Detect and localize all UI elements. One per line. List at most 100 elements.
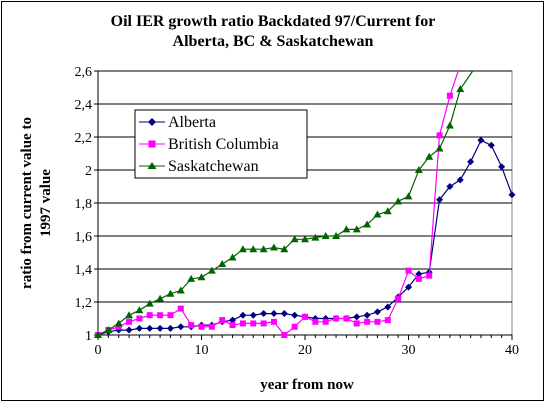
point-saskatchewan-35 <box>456 85 465 93</box>
point-british-columbia-10 <box>198 323 205 330</box>
point-british-columbia-13 <box>229 322 236 329</box>
y-tick-label-4: 1,8 <box>75 197 93 212</box>
y-axis-label-line1: ratio from current value to <box>19 117 35 289</box>
point-saskatchewan-23 <box>332 232 341 239</box>
point-british-columbia-30 <box>405 267 412 274</box>
point-saskatchewan-17 <box>269 243 278 251</box>
point-british-columbia-12 <box>219 317 226 324</box>
point-saskatchewan-13 <box>228 253 237 261</box>
series-saskatchewan <box>94 70 474 338</box>
point-alberta-15 <box>249 311 257 319</box>
point-saskatchewan-6 <box>156 294 165 302</box>
point-alberta-36 <box>467 158 475 166</box>
point-alberta-4 <box>135 324 143 332</box>
point-alberta-33 <box>436 196 444 204</box>
y-tick-label-3: 1,6 <box>75 230 93 245</box>
series-british-columbia <box>95 70 459 338</box>
legend-marker-saskatchewan <box>147 162 157 169</box>
point-saskatchewan-12 <box>218 260 227 268</box>
point-alberta-31 <box>415 270 423 278</box>
point-british-columbia-20 <box>302 313 308 320</box>
point-british-columbia-21 <box>312 318 319 325</box>
point-british-columbia-9 <box>188 322 195 329</box>
point-saskatchewan-7 <box>166 289 175 297</box>
point-alberta-5 <box>146 324 154 332</box>
point-british-columbia-6 <box>157 312 164 319</box>
legend-marker-alberta <box>148 118 156 126</box>
point-british-columbia-33 <box>436 132 443 139</box>
point-saskatchewan-10 <box>197 273 206 281</box>
point-saskatchewan-30 <box>404 192 413 200</box>
point-british-columbia-3 <box>126 318 133 325</box>
point-alberta-35 <box>456 176 464 184</box>
y-tick-label-0: 1 <box>85 329 92 344</box>
point-saskatchewan-20 <box>301 235 309 243</box>
point-alberta-37 <box>477 136 485 144</box>
point-alberta-18 <box>280 310 288 318</box>
legend-label-british-columbia: British Columbia <box>168 136 279 153</box>
point-british-columbia-27 <box>374 318 381 325</box>
point-british-columbia-23 <box>333 315 340 322</box>
point-alberta-28 <box>384 303 392 311</box>
y-tick-label-1: 1,2 <box>75 296 93 311</box>
point-british-columbia-18 <box>281 332 288 338</box>
legend-label-alberta: Alberta <box>168 114 216 131</box>
point-british-columbia-4 <box>136 315 143 322</box>
point-british-columbia-14 <box>239 320 246 327</box>
legend-label-saskatchewan: Saskatchewan <box>168 158 259 175</box>
point-british-columbia-26 <box>364 318 371 325</box>
point-alberta-13 <box>229 316 237 324</box>
point-saskatchewan-8 <box>176 286 185 294</box>
point-alberta-40 <box>508 191 516 199</box>
chart-title-line2: Alberta, BC & Saskatchewan <box>173 33 374 50</box>
point-saskatchewan-15 <box>249 245 258 253</box>
y-axis-label-line2: 1997 value <box>38 169 54 237</box>
point-saskatchewan-28 <box>383 207 392 215</box>
x-tick-label-0: 0 <box>95 343 102 358</box>
point-alberta-6 <box>156 324 164 332</box>
point-saskatchewan-31 <box>414 166 423 173</box>
legend-marker-british-columbia <box>148 140 156 148</box>
point-british-columbia-5 <box>146 312 153 319</box>
point-saskatchewan-1 <box>104 326 113 334</box>
point-saskatchewan-24 <box>342 225 351 233</box>
point-saskatchewan-34 <box>445 121 454 129</box>
point-alberta-38 <box>487 141 495 149</box>
point-alberta-19 <box>291 311 299 319</box>
point-saskatchewan-29 <box>394 197 403 205</box>
point-british-columbia-11 <box>208 323 215 330</box>
point-british-columbia-28 <box>384 317 391 324</box>
point-british-columbia-31 <box>415 275 422 282</box>
point-british-columbia-7 <box>167 312 174 319</box>
point-saskatchewan-21 <box>311 233 320 241</box>
point-alberta-27 <box>373 308 381 316</box>
x-tick-label-1: 10 <box>195 343 209 358</box>
point-british-columbia-32 <box>426 272 433 279</box>
chart-title-line1: Oil IER growth ratio Backdated 97/Curren… <box>111 13 436 30</box>
y-tick-label-7: 2,4 <box>75 98 93 113</box>
point-british-columbia-8 <box>177 305 184 312</box>
point-alberta-25 <box>353 313 361 321</box>
point-saskatchewan-32 <box>425 152 434 160</box>
point-saskatchewan-3 <box>125 311 134 319</box>
legend: Alberta British Columbia Saskatchewan <box>134 109 308 179</box>
y-tick-label-6: 2,2 <box>75 131 93 146</box>
point-saskatchewan-26 <box>363 220 372 228</box>
point-saskatchewan-25 <box>352 225 361 233</box>
y-tick-label-2: 1,4 <box>75 263 93 278</box>
point-saskatchewan-2 <box>114 319 123 327</box>
point-alberta-3 <box>125 326 133 334</box>
point-alberta-30 <box>405 283 412 291</box>
point-british-columbia-24 <box>343 315 350 322</box>
point-saskatchewan-18 <box>280 245 289 253</box>
point-saskatchewan-16 <box>259 245 268 253</box>
point-alberta-34 <box>446 183 454 190</box>
x-tick-label-2: 20 <box>298 343 312 358</box>
point-british-columbia-29 <box>395 295 402 302</box>
axes <box>94 70 513 340</box>
point-british-columbia-2 <box>115 323 122 330</box>
point-alberta-17 <box>270 310 278 318</box>
y-tick-label-8: 2,6 <box>75 65 93 80</box>
point-alberta-8 <box>177 323 185 331</box>
